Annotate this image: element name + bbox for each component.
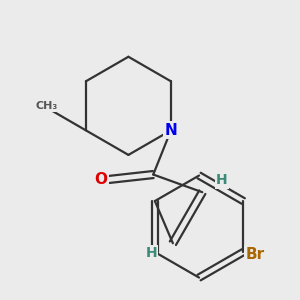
Text: H: H <box>216 173 228 188</box>
Text: CH₃: CH₃ <box>35 101 58 111</box>
Text: O: O <box>95 172 108 187</box>
Text: N: N <box>164 123 177 138</box>
Text: Br: Br <box>245 247 265 262</box>
Text: H: H <box>146 246 157 260</box>
